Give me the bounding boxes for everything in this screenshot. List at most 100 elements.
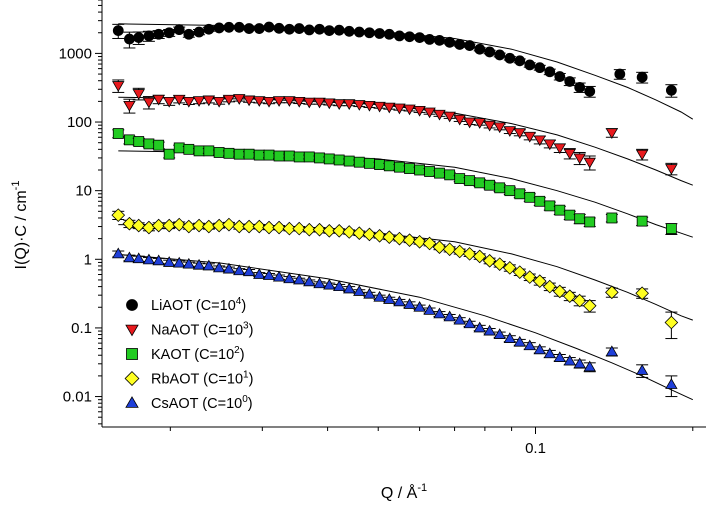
data-point	[264, 22, 274, 32]
data-point	[444, 311, 455, 321]
data-point	[414, 106, 425, 116]
data-point	[364, 28, 374, 38]
data-point	[485, 47, 495, 57]
data-point	[264, 270, 275, 280]
data-point	[134, 137, 144, 147]
data-point	[214, 23, 224, 33]
data-point	[524, 132, 535, 142]
x-axis-label: Q / Å-1	[381, 482, 427, 502]
data-point	[304, 276, 315, 286]
data-point	[515, 189, 525, 199]
data-point	[374, 292, 385, 302]
data-point	[284, 151, 294, 161]
data-point	[514, 337, 525, 347]
data-point	[254, 24, 264, 34]
data-point	[244, 149, 254, 159]
legend-marker	[126, 397, 138, 407]
data-point	[637, 72, 647, 82]
data-point	[415, 165, 425, 175]
data-point	[183, 97, 194, 107]
data-point	[555, 72, 565, 82]
data-point	[223, 95, 234, 105]
data-point	[415, 33, 425, 43]
data-point	[334, 155, 344, 165]
data-point	[363, 228, 376, 241]
data-point	[404, 105, 415, 115]
data-point	[535, 196, 545, 206]
data-point	[315, 24, 325, 34]
data-point	[545, 201, 555, 211]
data-point	[344, 100, 355, 110]
data-point	[564, 149, 575, 159]
data-point	[154, 140, 164, 150]
data-point	[304, 25, 314, 35]
y-tick-label: 0.01	[63, 389, 92, 406]
data-point	[234, 149, 244, 159]
data-point	[153, 255, 164, 265]
data-point	[254, 97, 265, 107]
data-point	[606, 129, 617, 139]
legend-marker	[125, 372, 139, 386]
y-tick-label: 0.1	[71, 320, 92, 337]
series-3	[112, 209, 678, 339]
data-point	[615, 69, 625, 79]
data-point	[344, 156, 354, 166]
series-0	[112, 22, 677, 97]
data-point	[113, 82, 124, 92]
legend-item: LiAOT (C=104)	[127, 296, 247, 314]
data-point	[273, 221, 286, 234]
data-point	[244, 24, 254, 34]
data-point	[375, 28, 385, 38]
data-point	[514, 129, 525, 139]
data-point	[455, 174, 465, 184]
data-point	[465, 176, 475, 186]
data-point	[475, 178, 485, 188]
data-point	[455, 39, 465, 49]
data-point	[584, 158, 595, 168]
data-point	[324, 154, 334, 164]
data-point	[113, 26, 123, 36]
data-point	[464, 118, 475, 128]
data-point	[454, 315, 465, 325]
data-point	[353, 227, 366, 240]
data-point	[264, 97, 275, 107]
data-point	[495, 183, 505, 193]
legend: LiAOT (C=104)NaAOT (C=103)KAOT (C=102)Rb…	[125, 296, 253, 412]
data-point	[574, 154, 585, 164]
data-point	[294, 274, 305, 284]
data-point	[184, 29, 194, 39]
data-point	[203, 220, 216, 233]
fit-lines	[118, 24, 693, 400]
data-point	[414, 302, 425, 312]
data-point	[324, 99, 335, 109]
data-point	[174, 143, 184, 153]
data-point	[324, 26, 334, 36]
data-point	[324, 280, 335, 290]
legend-label: NaAOT (C=103)	[151, 321, 253, 339]
data-point	[304, 98, 315, 108]
data-point	[565, 76, 575, 86]
legend-marker	[126, 325, 138, 335]
data-point	[344, 283, 355, 293]
data-point	[425, 167, 435, 177]
data-point	[434, 110, 445, 120]
data-point	[264, 150, 274, 160]
legend-item: KAOT (C=102)	[127, 345, 245, 363]
data-point	[445, 37, 455, 47]
data-point	[665, 316, 678, 329]
data-point	[124, 34, 134, 44]
data-point	[334, 25, 344, 35]
data-point	[666, 85, 676, 95]
data-point	[575, 214, 585, 224]
data-point	[434, 168, 444, 178]
data-point	[234, 22, 244, 32]
data-point	[354, 27, 364, 37]
data-point	[284, 273, 295, 283]
y-axis-label: I(Q)·C / cm-1	[10, 181, 30, 270]
data-point	[494, 329, 505, 339]
data-point	[224, 22, 234, 32]
data-point	[505, 53, 515, 63]
data-point	[424, 305, 435, 315]
data-point	[394, 31, 404, 41]
data-point	[294, 24, 304, 34]
